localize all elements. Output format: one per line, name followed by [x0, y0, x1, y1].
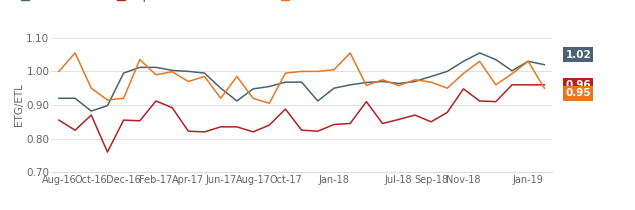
Text: 1.02: 1.02: [565, 50, 591, 60]
Y-axis label: ETG/ETL: ETG/ETL: [13, 84, 23, 126]
Text: 0.96: 0.96: [565, 80, 591, 90]
Legend: Growth Assets, Capital Preservation Assets, Inflation Assets: Growth Assets, Capital Preservation Asse…: [21, 0, 373, 2]
Text: 0.95: 0.95: [565, 88, 591, 98]
